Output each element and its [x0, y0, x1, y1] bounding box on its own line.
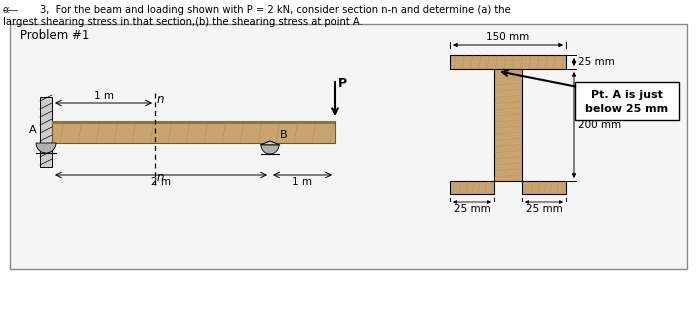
Text: Problem #1: Problem #1	[20, 29, 90, 42]
Text: B: B	[280, 130, 288, 140]
Bar	[522, 181, 566, 194]
Bar	[10, 24, 687, 269]
Text: below 25 mm: below 25 mm	[585, 104, 668, 114]
FancyBboxPatch shape	[575, 82, 679, 120]
Bar	[52, 121, 335, 124]
Text: largest shearing stress in that section,(b) the shearing stress at point A.: largest shearing stress in that section,…	[3, 17, 363, 27]
Bar	[494, 69, 522, 181]
Polygon shape	[260, 141, 280, 145]
Text: n: n	[157, 171, 164, 184]
Bar	[450, 55, 566, 69]
Text: P: P	[338, 77, 347, 90]
Text: 200 mm: 200 mm	[578, 120, 621, 130]
Bar	[52, 121, 335, 143]
Text: 150 mm: 150 mm	[486, 32, 530, 42]
Text: 25 mm: 25 mm	[526, 204, 562, 214]
Text: 3,  For the beam and loading shown with P = 2 kN, consider section n-n and deter: 3, For the beam and loading shown with P…	[40, 5, 511, 15]
Text: A: A	[29, 125, 37, 135]
Text: 2 m: 2 m	[151, 177, 171, 187]
Text: 25 mm: 25 mm	[454, 204, 491, 214]
Text: 25 mm: 25 mm	[578, 57, 615, 67]
Bar	[40, 97, 52, 167]
Text: 1 m: 1 m	[94, 91, 113, 101]
Polygon shape	[261, 145, 279, 154]
Text: n: n	[157, 93, 164, 106]
Polygon shape	[36, 143, 56, 153]
Text: α̶—: α̶—	[3, 5, 19, 15]
Text: Pt. A is just: Pt. A is just	[591, 90, 663, 99]
Text: 1 m: 1 m	[293, 177, 312, 187]
Bar	[450, 181, 494, 194]
